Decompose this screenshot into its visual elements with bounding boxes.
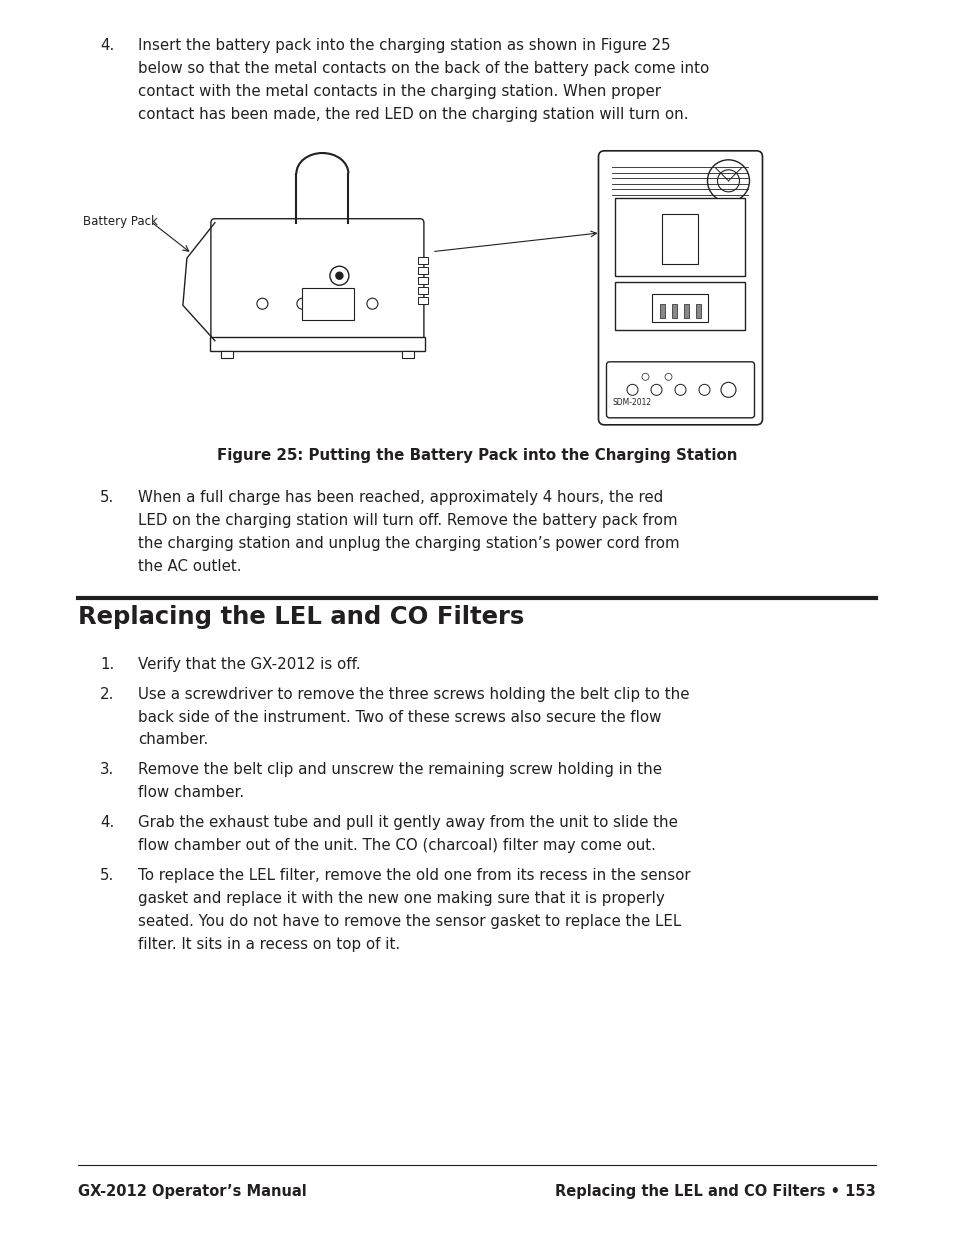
Text: flow chamber.: flow chamber. — [138, 785, 244, 800]
Bar — [401, 351, 414, 358]
Text: Use a screwdriver to remove the three screws holding the belt clip to the: Use a screwdriver to remove the three sc… — [138, 687, 689, 701]
Bar — [615, 198, 744, 275]
Circle shape — [256, 298, 268, 309]
Circle shape — [335, 272, 342, 279]
Text: chamber.: chamber. — [138, 732, 208, 747]
Text: When a full charge has been reached, approximately 4 hours, the red: When a full charge has been reached, app… — [138, 490, 662, 505]
Text: LED on the charging station will turn off. Remove the battery pack from: LED on the charging station will turn of… — [138, 514, 677, 529]
Circle shape — [675, 384, 685, 395]
Bar — [417, 296, 428, 304]
Text: 5.: 5. — [100, 868, 114, 883]
Circle shape — [641, 373, 648, 380]
Bar — [417, 287, 428, 294]
Text: contact has been made, the red LED on the charging station will turn on.: contact has been made, the red LED on th… — [138, 106, 688, 122]
Text: Insert the battery pack into the charging station as shown in Figure 25: Insert the battery pack into the chargin… — [138, 38, 670, 53]
Text: filter. It sits in a recess on top of it.: filter. It sits in a recess on top of it… — [138, 936, 399, 952]
FancyBboxPatch shape — [606, 362, 754, 417]
Text: To replace the LEL filter, remove the old one from its recess in the sensor: To replace the LEL filter, remove the ol… — [138, 868, 690, 883]
Bar — [696, 304, 700, 317]
Bar — [221, 351, 233, 358]
Circle shape — [720, 383, 735, 398]
Text: 5.: 5. — [100, 490, 114, 505]
Text: Verify that the GX-2012 is off.: Verify that the GX-2012 is off. — [138, 657, 360, 672]
FancyBboxPatch shape — [598, 151, 761, 425]
Circle shape — [330, 267, 349, 285]
Text: the AC outlet.: the AC outlet. — [138, 559, 241, 574]
Text: back side of the instrument. Two of these screws also secure the flow: back side of the instrument. Two of thes… — [138, 710, 660, 725]
Text: Replacing the LEL and CO Filters: Replacing the LEL and CO Filters — [78, 605, 524, 630]
Bar — [417, 277, 428, 284]
Text: Remove the belt clip and unscrew the remaining screw holding in the: Remove the belt clip and unscrew the rem… — [138, 762, 661, 778]
Text: GX-2012 Operator’s Manual: GX-2012 Operator’s Manual — [78, 1184, 307, 1199]
Text: gasket and replace it with the new one making sure that it is properly: gasket and replace it with the new one m… — [138, 892, 664, 906]
Circle shape — [367, 298, 377, 309]
Text: 2.: 2. — [100, 687, 114, 701]
Text: Grab the exhaust tube and pull it gently away from the unit to slide the: Grab the exhaust tube and pull it gently… — [138, 815, 678, 830]
Bar — [683, 304, 688, 317]
Text: the charging station and unplug the charging station’s power cord from: the charging station and unplug the char… — [138, 536, 679, 551]
Circle shape — [296, 298, 308, 309]
Text: contact with the metal contacts in the charging station. When proper: contact with the metal contacts in the c… — [138, 84, 660, 99]
Bar — [671, 304, 677, 317]
Bar — [652, 294, 708, 322]
Bar — [302, 288, 354, 320]
Bar — [210, 337, 424, 351]
FancyBboxPatch shape — [211, 219, 423, 345]
Text: SDM-2012: SDM-2012 — [612, 398, 651, 406]
Circle shape — [707, 159, 749, 201]
Text: 1.: 1. — [100, 657, 114, 672]
Text: Battery Pack: Battery Pack — [83, 215, 157, 228]
Bar — [417, 267, 428, 274]
Text: below so that the metal contacts on the back of the battery pack come into: below so that the metal contacts on the … — [138, 62, 708, 77]
Text: 3.: 3. — [100, 762, 114, 778]
Text: 4.: 4. — [100, 38, 114, 53]
Circle shape — [626, 384, 638, 395]
Bar — [661, 214, 698, 264]
Text: Replacing the LEL and CO Filters • 153: Replacing the LEL and CO Filters • 153 — [555, 1184, 875, 1199]
Circle shape — [717, 170, 739, 191]
Bar — [417, 257, 428, 264]
Circle shape — [699, 384, 709, 395]
Text: flow chamber out of the unit. The CO (charcoal) filter may come out.: flow chamber out of the unit. The CO (ch… — [138, 839, 656, 853]
Text: seated. You do not have to remove the sensor gasket to replace the LEL: seated. You do not have to remove the se… — [138, 914, 680, 929]
Circle shape — [650, 384, 661, 395]
Bar — [659, 304, 664, 317]
Text: Figure 25: Putting the Battery Pack into the Charging Station: Figure 25: Putting the Battery Pack into… — [216, 448, 737, 463]
Bar — [615, 282, 744, 330]
Circle shape — [664, 373, 671, 380]
Text: 4.: 4. — [100, 815, 114, 830]
